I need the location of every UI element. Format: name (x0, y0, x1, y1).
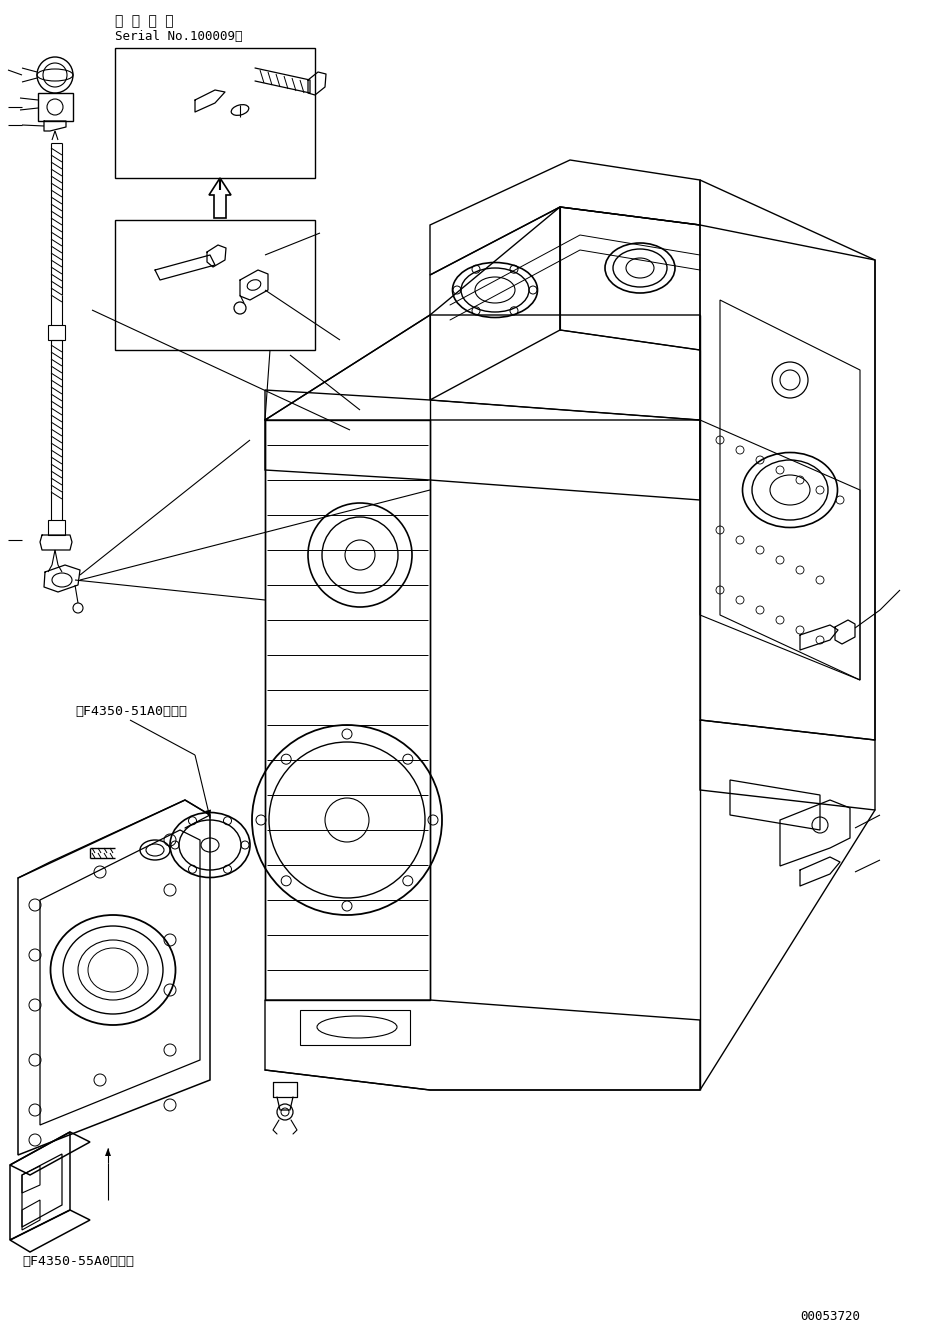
Bar (48, 326, 65, 340)
Text: 適 用 号 機: 適 用 号 機 (115, 13, 174, 28)
Polygon shape (205, 809, 211, 817)
Bar (48, 520, 65, 535)
Text: Serial No.100009～: Serial No.100009～ (115, 29, 242, 43)
Text: 00053720: 00053720 (800, 1311, 860, 1323)
Text: 第F4350-51A0図参照: 第F4350-51A0図参照 (75, 705, 187, 718)
Bar (300, 1010, 410, 1045)
Text: 第F4350-55A0図参照: 第F4350-55A0図参照 (22, 1256, 134, 1268)
Bar (38, 92, 73, 121)
Bar (115, 220, 315, 350)
Polygon shape (105, 1148, 111, 1156)
Bar (115, 48, 315, 178)
